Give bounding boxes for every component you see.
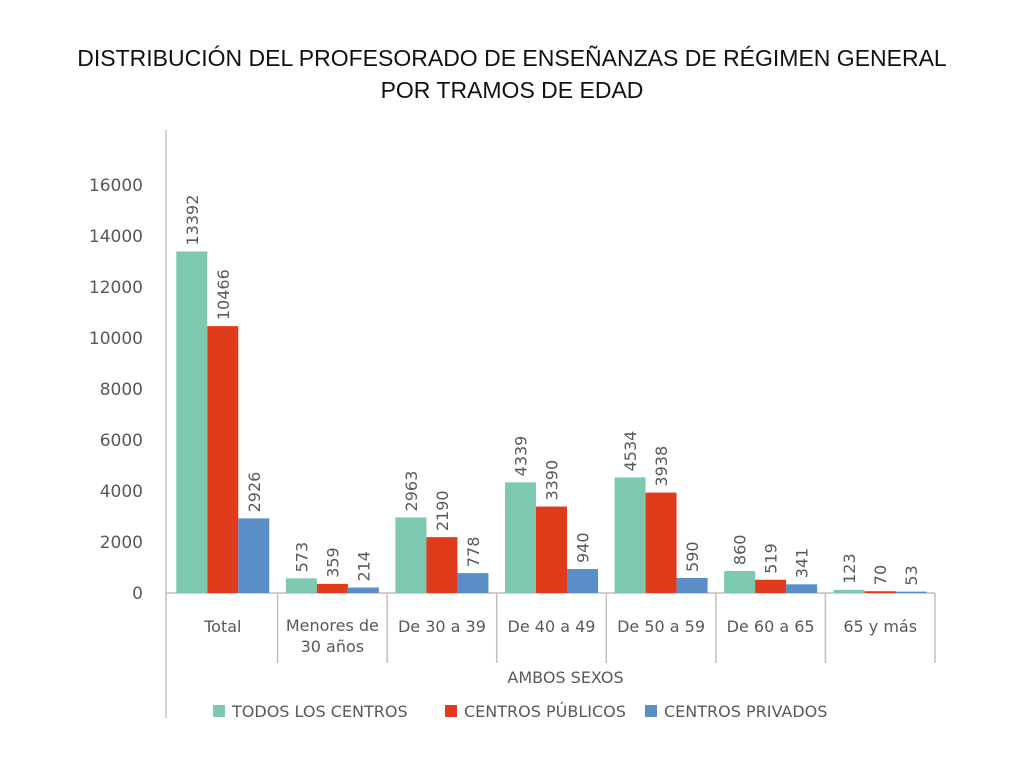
y-tick-label: 16000 [89, 176, 143, 196]
data-label: 860 [731, 535, 750, 566]
bar-2-2 [457, 573, 489, 593]
bar-2-1 [347, 587, 379, 593]
y-tick-label: 6000 [100, 431, 143, 451]
category-label: De 50 a 59 [617, 617, 705, 636]
category-label: 65 y más [843, 617, 917, 636]
y-tick-label: 4000 [100, 482, 143, 502]
category-label: De 60 a 65 [727, 617, 815, 636]
category-label: De 30 a 39 [398, 617, 486, 636]
bar-2-4 [676, 577, 708, 593]
data-label: 53 [902, 565, 921, 585]
data-label: 3390 [543, 460, 562, 501]
bar-0-4 [614, 477, 646, 593]
data-label: 4339 [512, 436, 531, 477]
legend-label: CENTROS PRIVADOS [664, 702, 827, 721]
bar-1-1 [316, 583, 348, 593]
bar-1-4 [645, 492, 677, 593]
legend-swatch [445, 705, 457, 717]
data-label: 573 [292, 542, 311, 573]
chart-title-line-1: DISTRIBUCIÓN DEL PROFESORADO DE ENSEÑANZ… [77, 45, 947, 71]
data-label: 2190 [433, 490, 452, 531]
data-label: 2926 [245, 472, 264, 513]
category-label: Total [203, 617, 241, 636]
bar-0-0 [176, 251, 208, 593]
data-label: 4534 [621, 431, 640, 472]
data-label: 940 [574, 532, 593, 563]
legend-label: CENTROS PÚBLICOS [464, 702, 626, 721]
legend-label: TODOS LOS CENTROS [231, 702, 408, 721]
data-label: 13392 [183, 195, 202, 246]
data-label: 590 [683, 541, 702, 572]
data-label: 10466 [214, 269, 233, 320]
data-label: 214 [354, 551, 373, 582]
data-label: 70 [871, 565, 890, 585]
legend-swatch [213, 705, 225, 717]
data-label: 2963 [402, 471, 421, 512]
bar-1-2 [426, 537, 458, 593]
y-tick-label: 14000 [89, 227, 143, 247]
bar-0-3 [505, 482, 536, 593]
category-label: De 40 a 49 [508, 617, 596, 636]
bar-1-3 [536, 506, 567, 593]
category-label: Menores de [286, 616, 379, 635]
y-tick-label: 12000 [89, 278, 143, 298]
chart-title: DISTRIBUCIÓN DEL PROFESORADO DE ENSEÑANZ… [0, 42, 1024, 106]
bar-0-5 [724, 571, 756, 593]
data-label: 123 [840, 553, 859, 584]
group-label: AMBOS SEXOS [507, 668, 623, 687]
data-label: 341 [793, 548, 812, 579]
data-label: 519 [762, 543, 781, 574]
data-label: 359 [323, 547, 342, 578]
bar-1-6 [864, 591, 896, 593]
y-tick-label: 8000 [100, 380, 143, 400]
category-label: 30 años [301, 637, 365, 656]
y-tick-label: 2000 [100, 533, 143, 553]
legend-swatch [645, 705, 657, 717]
bar-1-5 [755, 579, 787, 593]
bar-2-5 [786, 584, 818, 593]
bar-0-6 [833, 589, 865, 593]
bar-0-1 [285, 578, 317, 593]
data-label: 3938 [652, 446, 671, 487]
chart-title-line-2: POR TRAMOS DE EDAD [380, 77, 644, 103]
y-tick-label: 0 [132, 584, 143, 604]
data-label: 778 [464, 537, 483, 568]
bar-1-0 [207, 326, 239, 593]
y-tick-label: 10000 [89, 329, 143, 349]
bar-2-3 [567, 569, 598, 593]
bar-0-2 [395, 517, 427, 593]
bar-2-6 [895, 591, 927, 593]
bar-2-0 [238, 518, 270, 593]
